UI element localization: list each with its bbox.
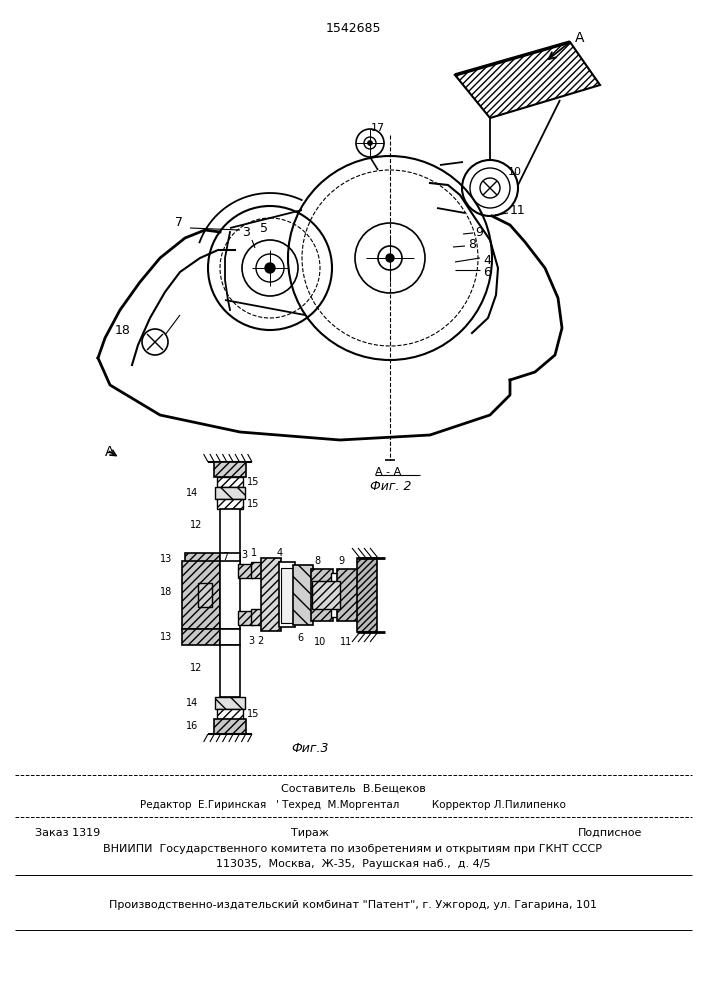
Circle shape <box>386 254 394 262</box>
Text: Составитель  В.Бещеков: Составитель В.Бещеков <box>281 784 426 794</box>
Bar <box>331 573 339 595</box>
Text: 7: 7 <box>222 552 228 562</box>
Bar <box>220 553 240 569</box>
Text: Тираж: Тираж <box>291 828 329 838</box>
Text: ВНИИПИ  Государственного комитета по изобретениям и открытиям при ГКНТ СССР: ВНИИПИ Государственного комитета по изоб… <box>103 844 602 854</box>
Circle shape <box>256 254 284 282</box>
Circle shape <box>368 140 373 145</box>
Text: 15: 15 <box>247 477 259 487</box>
Text: А: А <box>575 31 585 45</box>
Text: 11: 11 <box>340 637 352 647</box>
Bar <box>198 583 212 607</box>
Bar <box>293 565 313 625</box>
Bar <box>279 562 295 627</box>
Text: 15: 15 <box>247 709 259 719</box>
Text: 16: 16 <box>186 721 198 731</box>
Text: А - А: А - А <box>375 467 402 477</box>
Bar <box>238 611 253 625</box>
Text: 15: 15 <box>247 499 259 509</box>
Text: 2: 2 <box>257 636 263 646</box>
Bar <box>217 477 243 487</box>
Bar <box>331 595 339 617</box>
Bar <box>215 487 245 499</box>
Text: Подписное: Подписное <box>578 828 642 838</box>
Text: 8: 8 <box>468 238 476 251</box>
Bar <box>220 629 240 645</box>
Bar <box>217 499 243 509</box>
Text: 18: 18 <box>160 587 172 597</box>
Text: Редактор  Е.Гиринская   ' Техред  М.Моргентал          Корректор Л.Пилипенко: Редактор Е.Гиринская ' Техред М.Моргента… <box>140 800 566 810</box>
Bar <box>337 569 359 621</box>
Text: Производственно-издательский комбинат "Патент", г. Ужгород, ул. Гагарина, 101: Производственно-издательский комбинат "П… <box>109 900 597 910</box>
Text: Заказ 1319: Заказ 1319 <box>35 828 100 838</box>
Text: 6: 6 <box>297 633 303 643</box>
Bar <box>238 564 253 578</box>
Text: 7: 7 <box>175 216 183 229</box>
Bar <box>185 553 220 569</box>
Text: 4: 4 <box>277 548 283 558</box>
Text: 14: 14 <box>186 488 198 498</box>
Polygon shape <box>455 42 600 118</box>
Bar <box>182 629 220 645</box>
Text: Фиг.3: Фиг.3 <box>291 742 329 754</box>
Text: 11: 11 <box>510 204 526 217</box>
Text: 17: 17 <box>371 123 385 133</box>
Text: 12: 12 <box>189 663 202 673</box>
Text: 18: 18 <box>115 324 131 336</box>
Bar <box>214 719 246 734</box>
Text: 3: 3 <box>248 636 254 646</box>
Bar <box>312 581 340 609</box>
Text: А: А <box>105 445 115 459</box>
Text: 6: 6 <box>483 265 491 278</box>
Bar <box>251 562 263 578</box>
Bar <box>215 697 245 709</box>
Bar <box>217 709 243 719</box>
Bar <box>357 558 377 632</box>
Text: 10: 10 <box>314 637 326 647</box>
Circle shape <box>378 246 402 270</box>
Bar <box>220 645 240 697</box>
Bar <box>220 561 240 629</box>
Text: 10: 10 <box>508 167 522 177</box>
Bar <box>182 561 220 629</box>
Text: 3: 3 <box>241 550 247 560</box>
Bar <box>311 569 333 621</box>
Bar <box>214 462 246 477</box>
Text: 4: 4 <box>483 253 491 266</box>
Circle shape <box>265 263 275 273</box>
Bar <box>251 609 263 625</box>
Text: 9: 9 <box>475 226 483 238</box>
Text: 13: 13 <box>160 632 172 642</box>
Text: 8: 8 <box>314 556 320 566</box>
Bar <box>220 509 240 561</box>
Text: 12: 12 <box>189 520 202 530</box>
Text: 3: 3 <box>242 226 250 238</box>
Text: 113035,  Москва,  Ж-35,  Раушская наб.,  д. 4/5: 113035, Москва, Ж-35, Раушская наб., д. … <box>216 859 490 869</box>
Bar <box>281 568 293 623</box>
Text: Фиг. 2: Фиг. 2 <box>370 481 411 493</box>
Text: 5: 5 <box>260 222 268 234</box>
Text: 1: 1 <box>251 548 257 558</box>
Text: 9: 9 <box>338 556 344 566</box>
Text: 1542685: 1542685 <box>325 21 381 34</box>
Text: 14: 14 <box>186 698 198 708</box>
Bar <box>261 558 281 631</box>
Text: 13: 13 <box>160 554 172 564</box>
